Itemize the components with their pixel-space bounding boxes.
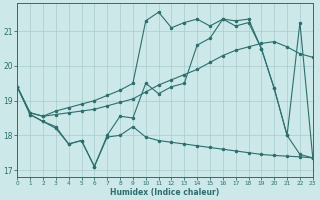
X-axis label: Humidex (Indice chaleur): Humidex (Indice chaleur) (110, 188, 220, 197)
